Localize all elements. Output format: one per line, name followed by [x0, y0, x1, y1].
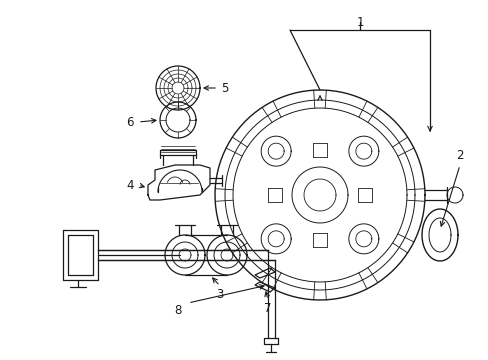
Text: 7: 7 [264, 302, 271, 315]
Text: 1: 1 [356, 15, 363, 28]
Text: 8: 8 [174, 303, 182, 316]
Text: 3: 3 [216, 288, 223, 302]
Polygon shape [254, 268, 274, 278]
Text: 4: 4 [126, 179, 134, 192]
Text: 2: 2 [455, 149, 463, 162]
Polygon shape [254, 282, 274, 292]
Text: 5: 5 [221, 81, 228, 95]
Text: 6: 6 [126, 116, 134, 129]
